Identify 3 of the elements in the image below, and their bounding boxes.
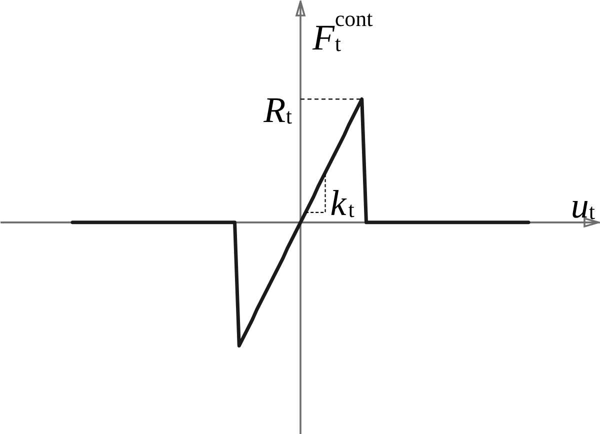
ref-line-label: Rt xyxy=(262,90,292,130)
x-axis-title: ut xyxy=(570,185,596,226)
annotation: kt xyxy=(330,183,354,224)
